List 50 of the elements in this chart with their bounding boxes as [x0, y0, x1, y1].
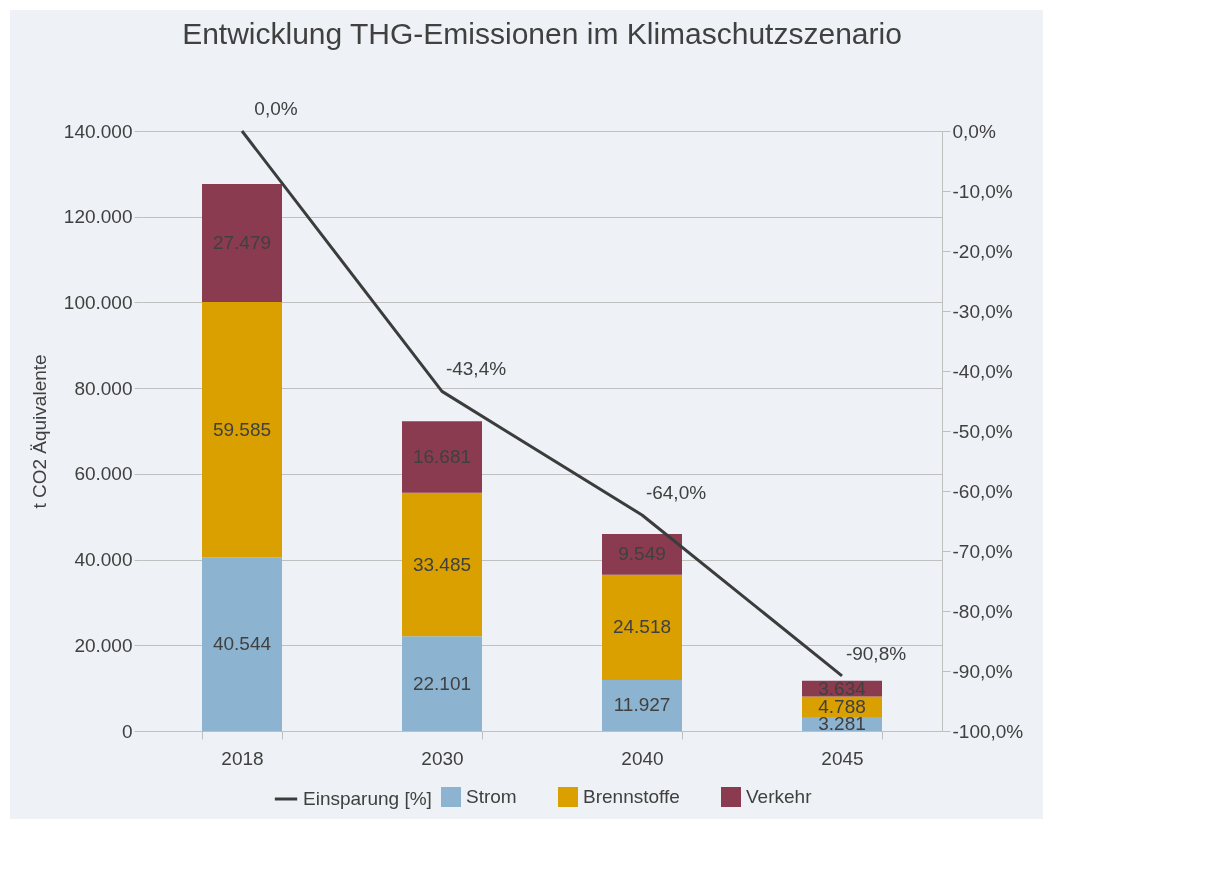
y2-tick-label: -60,0%: [952, 480, 1013, 502]
data-label: 33.485: [412, 553, 472, 575]
data-label: -64,0%: [645, 482, 707, 503]
legend-label: Strom: [466, 786, 517, 807]
data-label: 11.927: [613, 694, 671, 716]
y2-tick-label: -80,0%: [952, 600, 1013, 622]
y-tick-label: 140.000: [63, 120, 133, 142]
bar: [602, 574, 682, 680]
data-label: 22.101: [412, 672, 472, 694]
legend-label: Verkehr: [746, 786, 813, 807]
bar: [202, 557, 282, 731]
chart-title: Entwicklung THG-Emissionen im Klimaschutzszenario: [182, 17, 902, 50]
y-tick-label: 120.000: [63, 206, 133, 228]
y-tick-label: 40.000: [74, 549, 133, 571]
y2-tick-label: -30,0%: [952, 300, 1013, 322]
x-tick-label: 2045: [821, 747, 864, 769]
bar: [402, 636, 482, 731]
y-axis-title: t CO2 Äquivalente: [28, 354, 50, 509]
data-label: 40.544: [212, 633, 272, 655]
y2-tick-label: -100,0%: [952, 720, 1024, 742]
y2-tick-label: 0,0%: [952, 120, 996, 142]
y2-tick-label: -50,0%: [952, 420, 1013, 442]
data-label: -43,4%: [445, 358, 507, 380]
data-label: -90,8%: [845, 642, 907, 664]
data-label: 59.585: [212, 418, 272, 440]
y2-tick-label: -20,0%: [952, 240, 1013, 262]
y2-tick-label: -40,0%: [952, 360, 1013, 382]
bar: [402, 421, 482, 493]
legend-label: Brennstoffe: [583, 786, 680, 807]
bar: [202, 184, 282, 302]
y-tick-label: 20.000: [74, 634, 133, 656]
y-tick-label: 0: [121, 720, 133, 742]
y-tick-label: 60.000: [74, 463, 133, 485]
bar: [402, 492, 482, 637]
data-label: 16.681: [412, 446, 472, 468]
y2-tick-label: -90,0%: [952, 660, 1013, 682]
y-tick-label: 100.000: [63, 291, 133, 313]
legend-label: Einsparung [%]: [303, 788, 432, 809]
x-tick-label: 2040: [621, 747, 664, 769]
bar: [202, 301, 282, 558]
x-tick-label: 2018: [221, 747, 264, 769]
y2-tick-label: -10,0%: [952, 180, 1013, 202]
data-label: 27.479: [212, 231, 272, 253]
data-label: 0,0%: [254, 98, 298, 119]
bar: [602, 679, 682, 731]
data-label: 24.518: [612, 616, 672, 638]
y-tick-label: 80.000: [74, 377, 133, 399]
x-tick-label: 2030: [421, 747, 464, 769]
y2-tick-label: -70,0%: [952, 540, 1013, 562]
data-label: 9.549: [618, 543, 666, 565]
